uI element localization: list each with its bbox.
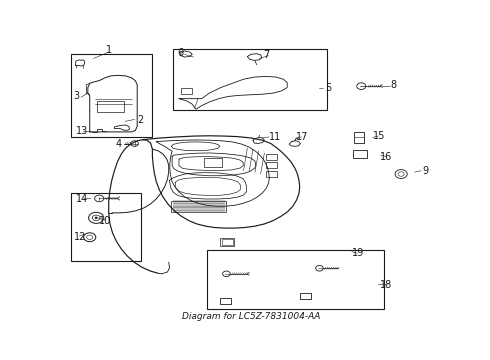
Bar	[300, 293, 311, 299]
Text: 4: 4	[116, 139, 122, 149]
Bar	[221, 239, 233, 245]
Text: 8: 8	[391, 80, 397, 90]
Bar	[98, 102, 124, 112]
Text: 10: 10	[99, 216, 112, 226]
Bar	[266, 171, 277, 177]
Bar	[353, 150, 368, 158]
Text: Diagram for LC5Z-7831004-AA: Diagram for LC5Z-7831004-AA	[182, 312, 320, 321]
Circle shape	[95, 217, 98, 219]
Bar	[181, 88, 192, 94]
Bar	[71, 193, 141, 261]
Text: 6: 6	[177, 49, 183, 58]
Text: 14: 14	[75, 194, 88, 204]
Text: 15: 15	[372, 131, 385, 141]
Bar	[220, 238, 234, 246]
Text: 11: 11	[270, 132, 282, 141]
Bar	[266, 154, 277, 159]
Text: 7: 7	[263, 50, 270, 60]
Text: 13: 13	[75, 126, 88, 136]
Text: 9: 9	[422, 166, 428, 176]
Text: 17: 17	[296, 132, 308, 143]
Bar	[207, 250, 384, 309]
Bar	[354, 132, 364, 143]
Bar	[220, 298, 231, 304]
Text: 1: 1	[106, 45, 112, 55]
Bar	[204, 158, 222, 167]
Text: 12: 12	[74, 232, 86, 242]
Text: 3: 3	[74, 91, 80, 102]
Bar	[266, 162, 277, 168]
Bar	[71, 54, 152, 138]
Text: 18: 18	[380, 280, 392, 290]
Bar	[173, 49, 327, 110]
Bar	[172, 201, 226, 212]
Text: 5: 5	[325, 82, 332, 93]
Text: 16: 16	[380, 152, 392, 162]
Text: 2: 2	[137, 115, 144, 125]
Text: 19: 19	[352, 248, 364, 258]
